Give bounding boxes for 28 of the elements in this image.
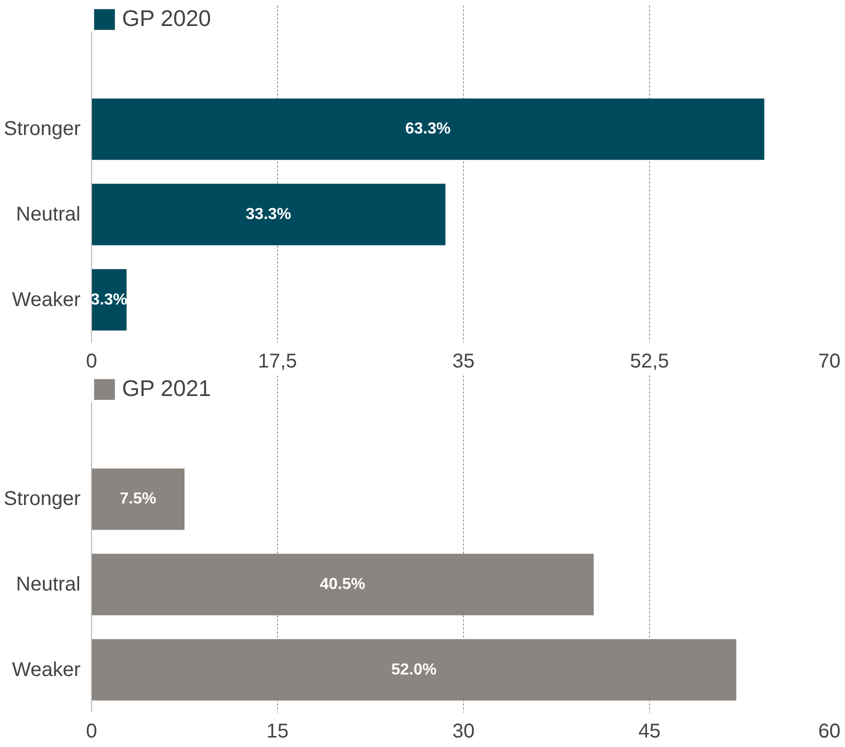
data-label: 63.3%: [405, 120, 451, 138]
x-tick-label: 0: [86, 720, 98, 742]
bar: [92, 468, 184, 530]
data-label: 33.3%: [246, 206, 292, 224]
bar: [92, 184, 446, 246]
y-tick-label: Neutral: [16, 204, 81, 226]
bar: [92, 639, 736, 701]
x-tick-label: 60: [818, 720, 841, 742]
bar: [92, 98, 764, 160]
x-tick-label: 15: [266, 720, 289, 742]
y-tick-label: Weaker: [12, 658, 81, 681]
y-tick-label: Neutral: [16, 574, 81, 596]
data-label: 40.5%: [320, 576, 366, 594]
y-tick-label: Stronger: [4, 488, 81, 510]
data-label: 7.5%: [120, 490, 156, 508]
x-tick-label: 0: [86, 350, 98, 372]
x-tick-label: 35: [452, 350, 475, 372]
data-label: 52.0%: [391, 661, 437, 678]
x-tick-label: 45: [638, 720, 661, 742]
x-tick-label: 52,5: [630, 350, 669, 372]
legend-label: GP 2021: [122, 375, 212, 402]
y-tick-label: Stronger: [4, 118, 81, 140]
x-tick-label: 30: [452, 720, 475, 742]
x-tick-label: 70: [818, 350, 841, 372]
legend-label: GP 2020: [122, 5, 212, 32]
y-tick-label: Weaker: [12, 288, 81, 311]
bar: [92, 554, 594, 616]
x-tick-label: 17,5: [258, 350, 297, 372]
